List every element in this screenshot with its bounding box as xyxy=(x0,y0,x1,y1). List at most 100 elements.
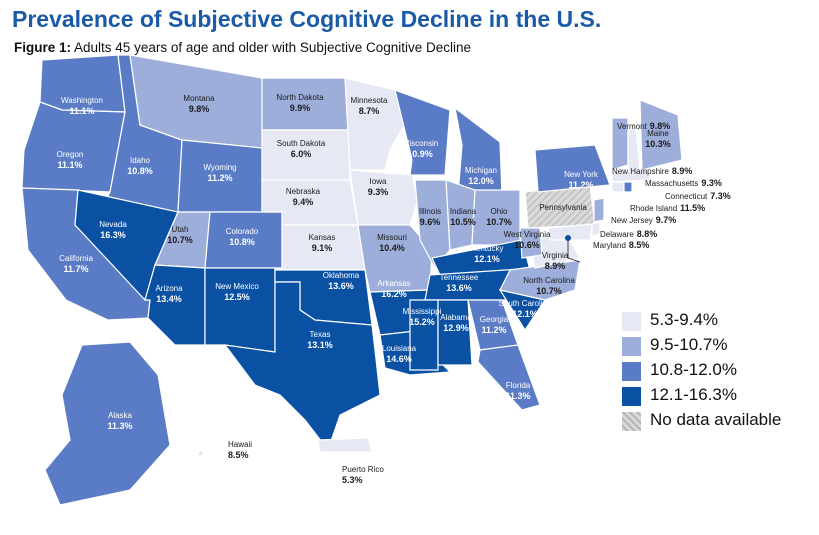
state-value-la: 14.6% xyxy=(386,354,412,364)
state-value-mt: 9.8% xyxy=(189,104,210,114)
state-name-mi: Michigan xyxy=(465,166,497,175)
state-name-il: Illinois xyxy=(419,207,441,216)
state-value-vt: 9.8% xyxy=(650,121,671,131)
state-value-hi: 8.5% xyxy=(228,450,249,460)
state-name-nh: New Hampshire xyxy=(612,167,669,176)
state-value-az: 13.4% xyxy=(156,294,182,304)
state-value-mo: 10.4% xyxy=(379,243,405,253)
legend-label: 12.1-16.3% xyxy=(650,385,737,404)
figure-subtitle: Figure 1: Adults 45 years of age and old… xyxy=(14,40,471,55)
state-name-ky: Kentucky xyxy=(471,244,504,253)
figure-label: Figure 1: xyxy=(14,40,72,55)
dc-marker xyxy=(565,235,571,241)
state-value-me: 10.3% xyxy=(645,139,671,149)
state-value-ny: 11.2% xyxy=(568,180,593,190)
state-ri xyxy=(623,181,633,193)
state-name-la: Louisiana xyxy=(382,344,417,353)
state-name-md: Maryland xyxy=(593,241,626,250)
state-name-nm: New Mexico xyxy=(215,282,259,291)
state-name-ne: Nebraska xyxy=(286,187,321,196)
state-value-tn: 13.6% xyxy=(446,283,472,293)
state-value-mn: 8.7% xyxy=(359,106,380,116)
state-value-ca: 11.7% xyxy=(63,264,88,274)
state-value-or: 11.1% xyxy=(57,160,82,170)
state-ia xyxy=(349,169,419,226)
state-nj xyxy=(593,197,605,223)
legend-swatch xyxy=(622,362,641,381)
state-name-wy: Wyoming xyxy=(203,163,236,172)
state-ma xyxy=(611,169,651,183)
state-value-ks: 9.1% xyxy=(312,243,333,253)
legend-swatch xyxy=(622,337,641,356)
state-name-ak: Alaska xyxy=(108,411,133,420)
state-name-ks: Kansas xyxy=(309,233,336,242)
state-name-tn: Tennessee xyxy=(440,273,479,282)
state-az xyxy=(144,264,206,346)
state-value-nv: 16.3% xyxy=(100,230,126,240)
state-name-ga: Georgia xyxy=(480,315,509,324)
state-name-co: Colorado xyxy=(226,227,259,236)
legend-item: 5.3-9.4% xyxy=(622,310,812,332)
page-title: Prevalence of Subjective Cognitive Decli… xyxy=(12,6,602,32)
state-value-wa: 11.1% xyxy=(69,106,94,116)
state-value-de: 8.8% xyxy=(637,229,658,239)
state-name-wv: West Virginia xyxy=(504,230,551,239)
legend-swatch xyxy=(622,412,641,431)
state-name-nv: Nevada xyxy=(99,220,127,229)
state-name-ok: Oklahoma xyxy=(323,271,360,280)
state-name-ms: Mississippi xyxy=(403,307,442,316)
state-name-or: Oregon xyxy=(57,150,84,159)
state-name-pr: Puerto Rico xyxy=(342,465,384,474)
state-ct xyxy=(611,181,625,193)
state-value-ne: 9.4% xyxy=(293,197,314,207)
state-al xyxy=(437,299,473,366)
state-value-sc: 12.1% xyxy=(512,309,538,319)
state-name-nj: New Jersey xyxy=(611,216,653,225)
state-value-wv: 10.6% xyxy=(514,240,540,250)
legend-label: 10.8-12.0% xyxy=(650,360,737,379)
state-name-az: Arizona xyxy=(155,284,183,293)
state-value-il: 9.6% xyxy=(420,217,441,227)
state-value-ct: 7.3% xyxy=(710,191,731,201)
legend-item: 12.1-16.3% xyxy=(622,385,812,407)
state-value-ak: 11.3% xyxy=(107,421,132,431)
state-value-mi: 12.0% xyxy=(468,176,494,186)
state-value-md: 8.5% xyxy=(629,240,650,250)
state-name-mt: Montana xyxy=(183,94,215,103)
state-md xyxy=(547,223,593,241)
state-value-co: 10.8% xyxy=(229,237,255,247)
state-value-nh: 8.9% xyxy=(672,166,693,176)
state-name-nd: North Dakota xyxy=(276,93,324,102)
state-name-pa: Pennsylvania xyxy=(539,203,587,212)
state-value-id: 10.8% xyxy=(127,166,153,176)
state-value-wy: 11.2% xyxy=(207,173,232,183)
legend-item: 10.8-12.0% xyxy=(622,360,812,382)
state-value-nj: 9.7% xyxy=(656,215,677,225)
state-ny xyxy=(534,144,611,193)
state-value-sd: 6.0% xyxy=(291,149,312,159)
state-ms xyxy=(409,299,439,371)
state-name-ca: California xyxy=(59,254,93,263)
state-hi xyxy=(197,449,205,457)
state-name-oh: Ohio xyxy=(491,207,508,216)
state-name-id: Idaho xyxy=(130,156,151,165)
state-name-mn: Minnesota xyxy=(351,96,388,105)
state-value-nc: 10.7% xyxy=(536,286,562,296)
state-value-ar: 16.2% xyxy=(381,289,407,299)
state-me xyxy=(639,99,683,171)
state-name-fl: Florida xyxy=(506,381,531,390)
state-name-in: Indiana xyxy=(450,207,477,216)
state-value-pr: 5.3% xyxy=(342,475,363,485)
state-value-oh: 10.7% xyxy=(486,217,512,227)
state-value-ri: 11.5% xyxy=(680,203,705,213)
state-ak xyxy=(44,341,171,506)
state-value-ut: 10.7% xyxy=(167,235,193,245)
state-value-tx: 13.1% xyxy=(307,340,333,350)
state-de xyxy=(591,221,601,237)
state-name-mo: Missouri xyxy=(377,233,407,242)
legend-label: No data available xyxy=(650,410,782,429)
state-wi xyxy=(394,89,451,176)
state-value-va: 8.9% xyxy=(545,261,566,271)
state-nm xyxy=(204,267,276,353)
